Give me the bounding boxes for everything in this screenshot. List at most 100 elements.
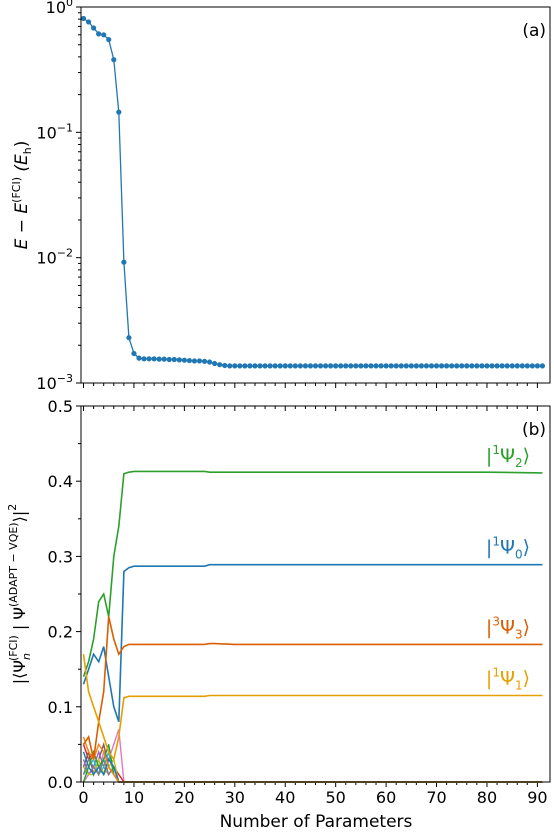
panel-a-ytick-label: 10−3 <box>36 372 73 393</box>
energy-error-point <box>509 363 515 369</box>
energy-error-point <box>504 363 510 369</box>
energy-error-point <box>247 363 253 369</box>
energy-error-point <box>136 355 142 361</box>
energy-error-point <box>262 363 268 369</box>
energy-error-point <box>333 363 339 369</box>
energy-error-point <box>322 363 329 369</box>
energy-error-point <box>438 363 445 369</box>
panel-b-ticks: 0.0 0.1 0.2 0.3 0.4 0.5 0 10 20 30 40 50 60 70 80 90 <box>48 397 548 807</box>
energy-error-point <box>116 109 122 115</box>
overlap-line <box>82 616 543 760</box>
energy-error-point <box>373 363 379 369</box>
energy-error-point <box>514 363 520 369</box>
energy-error-point <box>307 363 314 369</box>
energy-error-point <box>459 363 465 369</box>
energy-error-point <box>328 363 334 369</box>
overlap-line <box>82 654 543 762</box>
svg-text:E − E(FCI) (Eh): E − E(FCI) (Eh) <box>10 141 34 250</box>
panel-b-xtick-label: 60 <box>376 788 396 807</box>
panel-a-ytick-label: 10−2 <box>36 247 73 268</box>
energy-error-point <box>217 362 223 368</box>
panel-a-ylabel-main: E − E <box>12 203 32 250</box>
panel-b-xtick-label: 50 <box>325 788 345 807</box>
panel-b-ylabel-mid: | Ψ <box>10 607 29 635</box>
overlap-line-minor <box>82 729 543 783</box>
panel-b-ytick-label: 0.5 <box>48 397 73 416</box>
panel-b-xtick-label: 70 <box>426 788 446 807</box>
panel-a-ytick-label: 100 <box>46 0 73 17</box>
panel-b-xtick-label: 80 <box>477 788 497 807</box>
x-axis-label: Number of Parameters <box>220 812 413 832</box>
energy-error-point <box>489 363 495 369</box>
energy-error-point <box>101 32 107 38</box>
energy-error-point <box>171 356 177 363</box>
energy-error-point <box>186 357 193 364</box>
energy-error-point <box>257 363 263 369</box>
energy-error-point <box>499 363 505 369</box>
energy-error-point <box>232 363 238 369</box>
panel-a-frame <box>80 6 551 384</box>
energy-error-point <box>494 363 500 369</box>
energy-error-point <box>111 57 117 63</box>
energy-error-point <box>131 350 137 357</box>
energy-error-point <box>534 363 540 369</box>
energy-error-point <box>312 363 319 369</box>
panel-b-ytick-label: 0.2 <box>48 623 73 642</box>
energy-error-point <box>85 19 92 25</box>
overlap-line-minor <box>82 744 543 783</box>
overlap-line <box>82 470 543 677</box>
energy-error-point <box>469 363 475 369</box>
series-label: |1Ψ2⟩ <box>486 443 530 470</box>
panel-a-ylabel-unit-sub: h <box>21 147 34 154</box>
energy-error-point <box>378 363 384 369</box>
energy-error-point <box>252 363 258 369</box>
energy-error-point <box>317 363 324 369</box>
energy-error-point <box>277 363 283 369</box>
energy-error-point <box>449 363 455 369</box>
overlap-line-minor <box>82 751 543 783</box>
energy-error-point <box>212 360 218 367</box>
energy-error-point <box>408 363 414 369</box>
energy-error-point <box>181 357 187 363</box>
panel-b-ylabel: |⟨Ψn(FCI) | Ψ(ADAPT − VQE)⟩|2 <box>6 504 33 684</box>
panel-b-ytick-label: 0.0 <box>48 773 73 792</box>
energy-error-point <box>343 363 349 369</box>
panel-a-series <box>80 15 546 369</box>
energy-error-point <box>242 363 248 369</box>
energy-error-point <box>80 15 87 22</box>
panel-a-label: (a) <box>522 21 546 41</box>
energy-error-point <box>166 356 172 363</box>
energy-error-point <box>176 357 182 363</box>
overlap-line-minor <box>82 744 543 783</box>
panel-b-ylabel-sup3: 2 <box>6 504 19 511</box>
overlap-line-minor <box>82 736 543 783</box>
energy-error-point <box>146 356 152 362</box>
series-label: |1Ψ0⟩ <box>486 535 530 562</box>
panel-a-ylabel-unit-close: ) <box>12 141 32 148</box>
energy-error-point <box>474 363 480 369</box>
energy-error-point <box>454 363 460 369</box>
energy-error-point <box>418 363 425 369</box>
panel-b-ylabel-sub: n <box>20 653 33 660</box>
svg-text:|⟨Ψn(FCI) | Ψ(ADAPT − VQE)⟩|2: |⟨Ψn(FCI) | Ψ(ADAPT − VQE)⟩|2 <box>6 504 33 684</box>
panel-b-ylabel-sup2: (ADAPT − VQE) <box>7 522 20 607</box>
energy-error-point <box>106 36 112 43</box>
energy-error-point <box>161 356 167 362</box>
overlap-line-minor <box>82 741 543 783</box>
energy-error-point <box>206 359 213 365</box>
overlap-line-minor <box>82 749 543 783</box>
energy-error-point <box>524 363 530 369</box>
energy-error-point <box>227 363 233 369</box>
overlap-line-minor <box>82 749 543 783</box>
energy-error-point <box>519 363 525 369</box>
energy-error-point <box>433 363 440 369</box>
panel-b-frame <box>80 405 551 783</box>
panel-b-series <box>82 470 543 783</box>
energy-error-point <box>403 363 409 369</box>
energy-error-point <box>353 363 359 369</box>
energy-error-point <box>529 363 535 369</box>
energy-error-point <box>222 362 228 369</box>
energy-error-point <box>398 363 404 369</box>
energy-error-point <box>121 259 127 265</box>
